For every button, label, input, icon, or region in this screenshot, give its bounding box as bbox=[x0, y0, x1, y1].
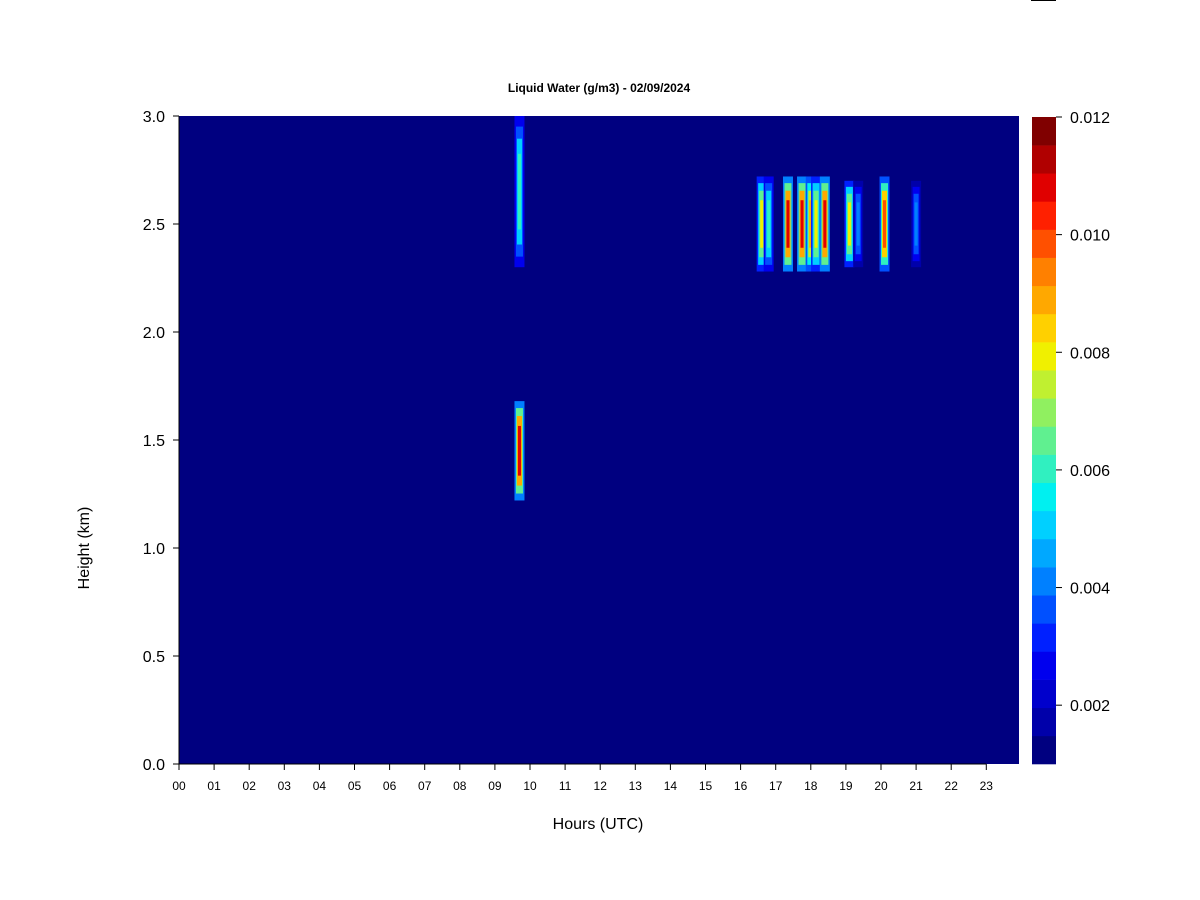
colorbar-swatch bbox=[1032, 623, 1056, 652]
heatmap-cell-column bbox=[811, 176, 822, 272]
x-axis: 00 01 02 03 04 05 06 07 08 09 10 11 12 13 14 15 16 17 18 19… bbox=[172, 763, 994, 793]
corner-mark bbox=[1031, 0, 1056, 1]
heatmap-cell bbox=[809, 200, 813, 248]
y-tick-label: 2.5 bbox=[143, 217, 165, 234]
heatmap-cell bbox=[767, 200, 771, 248]
x-tick-label: 04 bbox=[313, 779, 327, 793]
colorbar-tick-label: 0.002 bbox=[1070, 698, 1110, 715]
heatmap-background bbox=[179, 116, 1019, 764]
heatmap-cell bbox=[847, 202, 851, 246]
colorbar-swatch bbox=[1032, 117, 1056, 146]
x-tick-label: 14 bbox=[664, 779, 678, 793]
colorbar-swatch bbox=[1032, 707, 1056, 737]
x-tick-label: 11 bbox=[559, 779, 572, 793]
x-tick-label: 03 bbox=[278, 779, 292, 793]
colorbar-swatch bbox=[1032, 510, 1056, 540]
heatmap-cell bbox=[517, 425, 521, 476]
colorbar-swatch bbox=[1032, 370, 1056, 399]
heatmap-cell-column bbox=[763, 176, 774, 272]
heatmap-cell bbox=[856, 202, 860, 246]
colorbar-swatch bbox=[1032, 342, 1056, 371]
heatmap-cell bbox=[823, 200, 827, 248]
y-tick-label: 1.0 bbox=[143, 541, 165, 558]
x-tick-label: 01 bbox=[207, 779, 221, 793]
heatmap-cell bbox=[883, 200, 887, 248]
heatmap-cell-column bbox=[514, 401, 525, 501]
colorbar-swatch bbox=[1032, 426, 1056, 455]
heatmap-cell-column bbox=[879, 176, 890, 272]
x-axis-label: Hours (UTC) bbox=[553, 816, 644, 833]
x-tick-label: 23 bbox=[980, 779, 994, 793]
x-tick-label: 19 bbox=[839, 779, 853, 793]
colorbar-swatch bbox=[1032, 145, 1056, 174]
x-tick-label: 20 bbox=[874, 779, 888, 793]
heatmap-cell-column bbox=[911, 180, 922, 268]
heatmap-cell-column bbox=[819, 176, 830, 272]
heatmap-cell-column bbox=[782, 176, 793, 272]
x-tick-label: 16 bbox=[734, 779, 748, 793]
x-tick-label: 21 bbox=[909, 779, 923, 793]
colorbar-legend: 0.002 0.004 0.006 0.008 0.010 0.012 bbox=[1032, 110, 1110, 765]
y-axis: 0.0 0.5 1.0 1.5 2.0 2.5 3.0 bbox=[143, 109, 180, 774]
x-tick-label: 13 bbox=[629, 779, 643, 793]
colorbar-swatch bbox=[1032, 398, 1056, 427]
y-tick-label: 1.5 bbox=[143, 433, 165, 450]
heatmap-cell-column bbox=[514, 116, 525, 268]
heatmap-cell-column bbox=[853, 180, 864, 268]
y-tick-label: 2.0 bbox=[143, 325, 165, 342]
x-tick-label: 22 bbox=[945, 779, 959, 793]
colorbar-swatch bbox=[1032, 482, 1056, 512]
x-tick-label: 05 bbox=[348, 779, 362, 793]
heatmap-cell bbox=[786, 200, 790, 248]
heatmap-cell-column bbox=[797, 176, 808, 272]
colorbar-swatch bbox=[1032, 735, 1056, 765]
x-tick-label: 18 bbox=[804, 779, 818, 793]
colorbar-tick-label: 0.012 bbox=[1070, 110, 1110, 127]
colorbar-tick-label: 0.008 bbox=[1070, 345, 1110, 362]
x-tick-label: 07 bbox=[418, 779, 432, 793]
colorbar-swatch bbox=[1032, 173, 1056, 202]
x-tick-label: 10 bbox=[523, 779, 537, 793]
colorbar-swatch bbox=[1032, 201, 1056, 230]
colorbar-tick-label: 0.006 bbox=[1070, 463, 1110, 480]
heatmap-cell bbox=[814, 200, 818, 248]
y-tick-label: 0.5 bbox=[143, 649, 165, 666]
heatmap-cell bbox=[517, 153, 521, 230]
x-tick-label: 17 bbox=[769, 779, 783, 793]
x-tick-label: 00 bbox=[172, 779, 186, 793]
x-tick-label: 09 bbox=[488, 779, 502, 793]
colorbar-tick-label: 0.010 bbox=[1070, 228, 1110, 245]
colorbar-tick-label: 0.004 bbox=[1070, 581, 1110, 598]
colorbar-swatch bbox=[1032, 313, 1056, 343]
colorbar-swatch bbox=[1032, 257, 1056, 287]
colorbar-swatch bbox=[1032, 679, 1056, 709]
y-axis-label: Height (km) bbox=[76, 507, 93, 590]
x-tick-label: 06 bbox=[383, 779, 397, 793]
heatmap-cell bbox=[760, 200, 764, 248]
heatmap-cell-column bbox=[844, 180, 855, 268]
x-tick-label: 15 bbox=[699, 779, 713, 793]
y-tick-label: 3.0 bbox=[143, 109, 165, 126]
colorbar-swatch bbox=[1032, 651, 1056, 680]
heatmap-cell-column bbox=[756, 176, 767, 272]
y-tick-label: 0.0 bbox=[143, 757, 165, 774]
heatmap-cell-column bbox=[805, 176, 816, 272]
x-tick-label: 02 bbox=[243, 779, 257, 793]
chart-title: Liquid Water (g/m3) - 02/09/2024 bbox=[508, 81, 691, 95]
heatmap-cell bbox=[800, 200, 804, 248]
colorbar-swatch bbox=[1032, 229, 1056, 258]
x-tick-label: 08 bbox=[453, 779, 467, 793]
plot-area bbox=[179, 116, 1019, 764]
colorbar-swatch bbox=[1032, 538, 1056, 568]
x-tick-label: 12 bbox=[594, 779, 608, 793]
colorbar-swatch bbox=[1032, 567, 1056, 596]
colorbar-swatch bbox=[1032, 285, 1056, 315]
heatmap-cell bbox=[914, 202, 918, 246]
colorbar-swatch bbox=[1032, 595, 1056, 624]
colorbar-swatch bbox=[1032, 454, 1056, 483]
